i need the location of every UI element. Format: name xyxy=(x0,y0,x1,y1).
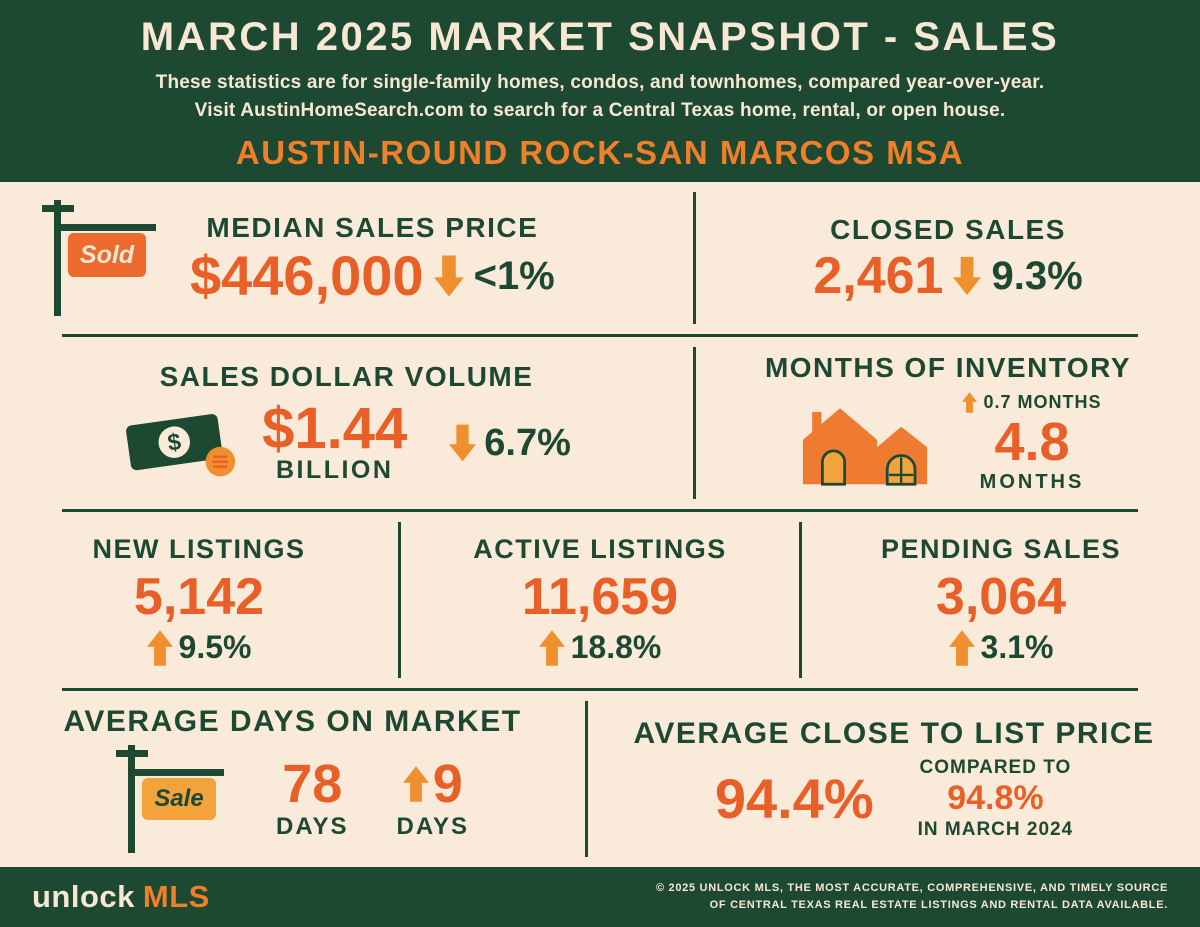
active-listings-value: 11,659 xyxy=(521,568,679,626)
median-sales-price-panel: Sold MEDIAN SALES PRICE $446,000 <1% xyxy=(0,182,693,334)
months-of-inventory-value: 4.8 xyxy=(994,412,1070,472)
up-arrow-icon xyxy=(948,629,975,666)
sold-sign-icon: Sold xyxy=(42,200,160,316)
down-arrow-icon xyxy=(953,256,982,296)
vertical-divider xyxy=(398,522,401,678)
logo-unlock-text: unlock xyxy=(32,879,135,914)
dollar-symbol: $ xyxy=(166,429,183,457)
active-listings-change: 18.8% xyxy=(570,629,662,665)
horizontal-divider xyxy=(62,688,1138,691)
avg-days-on-market-panel: AVERAGE DAYS ON MARKET Sale 78 DAYS 9 xyxy=(0,691,585,867)
avg-days-on-market-label: AVERAGE DAYS ON MARKET xyxy=(63,705,522,738)
money-icon: $ xyxy=(126,414,236,477)
avg-days-unit: DAYS xyxy=(276,813,349,840)
sales-dollar-volume-panel: SALES DOLLAR VOLUME $ $1.44 BILLION xyxy=(0,337,693,509)
closed-sales-label: CLOSED SALES xyxy=(830,214,1066,245)
copyright-line2: OF CENTRAL TEXAS REAL ESTATE LISTINGS AN… xyxy=(709,899,1168,911)
closed-sales-value: 2,461 xyxy=(813,247,944,305)
closed-sales-change: 9.3% xyxy=(991,253,1083,298)
up-arrow-icon xyxy=(538,629,565,666)
pending-sales-value: 3,064 xyxy=(935,568,1067,626)
sale-sign-icon: Sale xyxy=(116,745,228,853)
inventory-change-note: 0.7 MONTHS xyxy=(962,392,1101,413)
avg-close-to-list-panel: AVERAGE CLOSE TO LIST PRICE 94.4% COMPAR… xyxy=(588,691,1200,867)
months-of-inventory-unit: MONTHS xyxy=(979,471,1085,493)
avg-close-to-list-label: AVERAGE CLOSE TO LIST PRICE xyxy=(633,717,1155,751)
active-listings-panel: ACTIVE LISTINGS 11,659 18.8% xyxy=(401,512,799,688)
months-of-inventory-panel: MONTHS OF INVENTORY 0.7 MONTHS 4.8 xyxy=(696,337,1200,509)
vertical-divider xyxy=(693,192,696,324)
new-listings-panel: NEW LISTINGS 5,142 9.5% xyxy=(0,512,398,688)
header-banner: MARCH 2025 MARKET SNAPSHOT - SALES These… xyxy=(0,0,1200,182)
vertical-divider xyxy=(585,701,588,857)
down-arrow-icon xyxy=(449,424,477,462)
copyright-text: © 2025 UNLOCK MLS, THE MOST ACCURATE, CO… xyxy=(656,880,1168,914)
up-arrow-icon xyxy=(402,766,429,802)
avg-days-change-unit: DAYS xyxy=(396,813,469,840)
sign-post xyxy=(128,745,136,853)
page-title: MARCH 2025 MARKET SNAPSHOT - SALES xyxy=(140,15,1060,59)
pending-sales-label: PENDING SALES xyxy=(880,534,1122,564)
horizontal-divider xyxy=(62,509,1138,512)
copyright-line1: © 2025 UNLOCK MLS, THE MOST ACCURATE, CO… xyxy=(655,881,1168,894)
row-volume-inventory: SALES DOLLAR VOLUME $ $1.44 BILLION xyxy=(0,337,1200,509)
pending-sales-panel: PENDING SALES 3,064 3.1% xyxy=(802,512,1200,688)
unlock-mls-logo: unlock MLS xyxy=(32,879,210,915)
sign-arm xyxy=(128,769,225,776)
median-sales-price-value: $446,000 xyxy=(190,244,424,307)
sale-sign-board: Sale xyxy=(142,778,217,820)
vertical-divider xyxy=(799,522,802,678)
compare-label: COMPARED TO xyxy=(919,757,1072,779)
sales-dollar-volume-unit: BILLION xyxy=(275,456,394,485)
new-listings-value: 5,142 xyxy=(133,568,265,626)
active-listings-label: ACTIVE LISTINGS xyxy=(473,534,727,564)
pending-sales-change: 3.1% xyxy=(980,629,1054,665)
header-subtitle-line1: These statistics are for single-family h… xyxy=(155,72,1045,93)
sign-arm xyxy=(54,224,156,231)
sales-dollar-volume-label: SALES DOLLAR VOLUME xyxy=(159,360,534,392)
median-sales-price-label: MEDIAN SALES PRICE xyxy=(206,212,539,243)
median-sales-price-change: <1% xyxy=(473,253,555,298)
compare-period: IN MARCH 2024 xyxy=(917,818,1074,840)
months-of-inventory-label: MONTHS OF INVENTORY xyxy=(764,352,1132,383)
sold-sign-board: Sold xyxy=(68,233,146,277)
inventory-change-text: 0.7 MONTHS xyxy=(983,392,1102,412)
compare-value: 94.8% xyxy=(947,779,1044,818)
new-listings-change: 9.5% xyxy=(178,629,252,665)
house-icon xyxy=(803,408,928,486)
new-listings-label: NEW LISTINGS xyxy=(92,534,306,564)
sign-post xyxy=(54,200,61,316)
closed-sales-panel: CLOSED SALES 2,461 9.3% xyxy=(696,182,1200,334)
row-median-closed: Sold MEDIAN SALES PRICE $446,000 <1% CLO… xyxy=(0,182,1200,334)
header-subtitle-line2: Visit AustinHomeSearch.com to search for… xyxy=(194,99,1006,121)
avg-days-change: 9 xyxy=(432,754,463,814)
sales-dollar-volume-value: $1.44 xyxy=(262,395,408,461)
avg-days-value: 78 xyxy=(282,754,343,814)
sales-dollar-volume-change: 6.7% xyxy=(484,421,571,464)
up-arrow-icon xyxy=(146,629,173,666)
avg-close-to-list-value: 94.4% xyxy=(714,767,874,830)
logo-mls-text: MLS xyxy=(142,879,210,914)
region-title: AUSTIN-ROUND ROCK-SAN MARCOS MSA xyxy=(235,134,965,172)
row-days-closeprice: AVERAGE DAYS ON MARKET Sale 78 DAYS 9 xyxy=(0,691,1200,867)
down-arrow-icon xyxy=(433,255,464,297)
vertical-divider xyxy=(693,347,696,499)
row-listings: NEW LISTINGS 5,142 9.5% ACTIVE LISTINGS … xyxy=(0,512,1200,688)
footer-banner: unlock MLS © 2025 UNLOCK MLS, THE MOST AC… xyxy=(0,867,1200,927)
up-arrow-icon xyxy=(962,392,978,413)
horizontal-divider xyxy=(62,334,1138,337)
